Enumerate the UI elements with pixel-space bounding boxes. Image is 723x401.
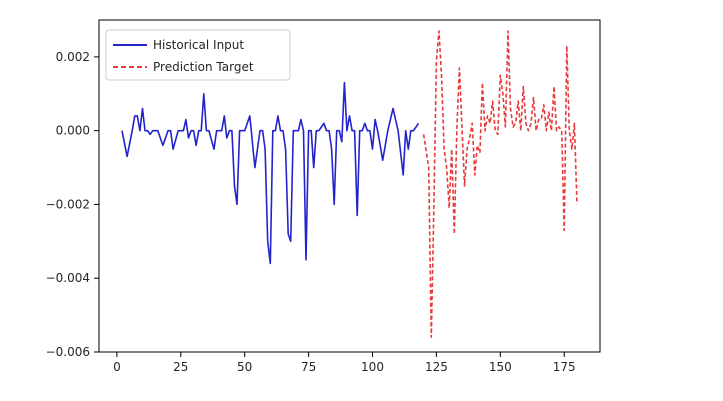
y-tick-label: −0.004 xyxy=(46,271,90,285)
x-tick-label: 175 xyxy=(553,360,576,374)
x-tick-label: 150 xyxy=(489,360,512,374)
x-tick-label: 25 xyxy=(173,360,188,374)
legend: Historical Input Prediction Target xyxy=(105,29,291,81)
series-layer xyxy=(121,30,578,339)
x-tick-label: 125 xyxy=(425,360,448,374)
legend-label-prediction-target: Prediction Target xyxy=(153,60,254,74)
x-tick-label: 0 xyxy=(113,360,121,374)
y-tick-label: 0.002 xyxy=(56,50,90,64)
legend-label-historical-input: Historical Input xyxy=(153,38,244,52)
x-tick-label: 100 xyxy=(361,360,384,374)
x-tick-label: 75 xyxy=(301,360,316,374)
y-tick-label: 0.000 xyxy=(56,124,90,138)
y-axis: −0.006 −0.004 −0.002 0.000 0.002 xyxy=(46,50,99,359)
y-tick-label: −0.002 xyxy=(46,197,90,211)
series-line-historical-input xyxy=(121,81,420,265)
legend-box xyxy=(105,29,291,81)
series-line-prediction-target xyxy=(422,30,578,339)
plot-frame xyxy=(98,19,601,353)
x-axis: 0 25 50 75 100 125 150 175 xyxy=(113,352,576,374)
x-tick-label: 50 xyxy=(237,360,252,374)
y-tick-label: −0.006 xyxy=(46,345,90,359)
